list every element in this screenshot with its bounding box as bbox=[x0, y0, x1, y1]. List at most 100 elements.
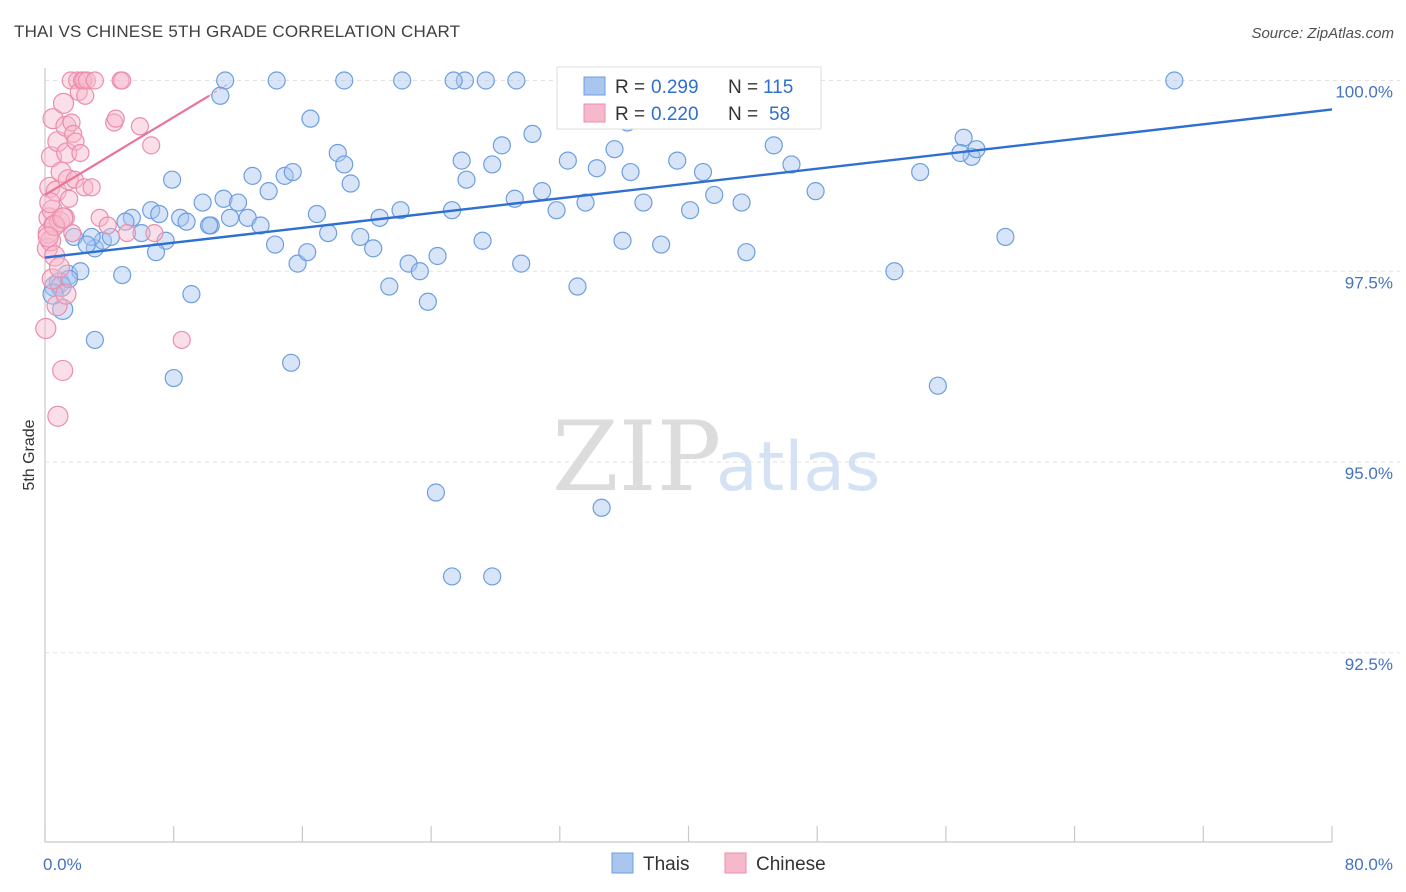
x-tick-label-0: 0.0% bbox=[43, 855, 82, 874]
chinese-point-39 bbox=[98, 216, 117, 235]
chinese-point-43 bbox=[113, 71, 132, 90]
thai-point-85 bbox=[507, 71, 526, 90]
chinese-point-46 bbox=[142, 136, 161, 155]
legend-chinese-r-value: 0.220 bbox=[651, 104, 699, 125]
thai-point-103 bbox=[282, 353, 301, 372]
thai-point-50 bbox=[473, 231, 492, 250]
chinese-point-27 bbox=[66, 132, 85, 151]
thai-point-26 bbox=[251, 216, 270, 235]
chinese-point-55 bbox=[37, 226, 59, 248]
chinese-point-17 bbox=[52, 92, 75, 114]
thai-point-70 bbox=[705, 185, 724, 205]
thai-point-13 bbox=[150, 204, 169, 224]
thai-trend-line bbox=[44, 108, 1333, 259]
chinese-point-4 bbox=[39, 176, 61, 198]
thai-point-73 bbox=[764, 136, 783, 155]
thai-point-110 bbox=[1165, 71, 1184, 90]
thai-point-75 bbox=[806, 182, 825, 201]
thai-point-35 bbox=[328, 143, 347, 163]
thai-point-42 bbox=[391, 201, 410, 220]
chinese-point-56 bbox=[63, 224, 82, 243]
axes bbox=[44, 68, 1333, 843]
thai-point-48 bbox=[452, 151, 471, 170]
thai-point-90 bbox=[335, 71, 354, 90]
chinese-point-34 bbox=[76, 86, 95, 105]
thai-point-45 bbox=[418, 292, 437, 311]
thai-point-57 bbox=[547, 201, 566, 220]
thai-point-66 bbox=[652, 235, 671, 254]
thai-point-49 bbox=[457, 170, 476, 189]
legend-chinese-r-label: R = bbox=[615, 104, 645, 125]
bottom-legend: Thais Chinese bbox=[611, 852, 826, 875]
bottom-legend-chinese: Chinese bbox=[756, 854, 826, 875]
thai-point-44 bbox=[410, 262, 429, 281]
bottom-legend-swatch-thai bbox=[611, 852, 634, 874]
source-label: Source: ZipAtlas.com bbox=[1251, 25, 1394, 42]
thai-point-21 bbox=[214, 189, 233, 208]
chart-title: THAI VS CHINESE 5TH GRADE CORRELATION CH… bbox=[14, 22, 461, 41]
chinese-trend-line-extension bbox=[208, 82, 231, 97]
bottom-legend-swatch-chinese bbox=[724, 852, 747, 874]
chinese-point-48 bbox=[47, 405, 69, 427]
chinese-point-57 bbox=[48, 256, 71, 279]
thai-point-108 bbox=[885, 262, 904, 281]
thai-point-30 bbox=[283, 162, 302, 182]
thai-point-59 bbox=[568, 277, 587, 296]
chinese-point-49 bbox=[55, 283, 77, 305]
thai-point-94 bbox=[211, 86, 230, 105]
chinese-point-36 bbox=[82, 178, 101, 197]
thai-point-54 bbox=[512, 254, 531, 273]
chinese-point-50 bbox=[41, 268, 63, 290]
thai-point-107 bbox=[592, 498, 611, 517]
thai-point-91 bbox=[301, 109, 320, 128]
thai-point-92 bbox=[267, 71, 286, 90]
thai-point-64 bbox=[621, 162, 640, 182]
legend-chinese-n-value: 58 bbox=[769, 104, 790, 125]
grid-lines bbox=[45, 80, 1400, 654]
thai-point-17 bbox=[177, 212, 196, 231]
chinese-point-44 bbox=[117, 224, 137, 243]
thai-point-112 bbox=[42, 283, 64, 305]
thai-point-68 bbox=[681, 201, 700, 220]
thai-point-25 bbox=[243, 166, 262, 185]
chinese-point-33 bbox=[75, 178, 94, 197]
legend-thai-n-value: 115 bbox=[763, 77, 793, 98]
chinese-points bbox=[35, 71, 191, 427]
y-tick-label-0: 92.5% bbox=[1345, 655, 1393, 674]
thai-point-22 bbox=[220, 208, 240, 227]
chinese-point-45 bbox=[130, 117, 150, 136]
chinese-point-47 bbox=[145, 224, 164, 243]
thai-point-9 bbox=[113, 265, 132, 285]
thai-point-74 bbox=[782, 155, 801, 174]
thai-point-104 bbox=[426, 483, 446, 502]
thai-point-88 bbox=[444, 71, 463, 90]
chinese-point-22 bbox=[60, 189, 79, 208]
watermark: ZIP atlas bbox=[552, 401, 880, 513]
thai-point-95 bbox=[199, 216, 219, 235]
chinese-point-24 bbox=[62, 113, 81, 132]
watermark-zip: ZIP bbox=[552, 401, 721, 513]
thai-point-46 bbox=[428, 246, 447, 266]
chinese-point-52 bbox=[172, 330, 191, 350]
thai-point-11 bbox=[132, 224, 151, 243]
chinese-point-41 bbox=[106, 109, 125, 128]
chinese-trend-line bbox=[44, 94, 210, 196]
y-tick-labels: 92.5% 95.0% 97.5% 100.0% bbox=[1335, 83, 1393, 674]
thai-point-101 bbox=[77, 235, 96, 254]
thai-points bbox=[42, 71, 1184, 586]
thai-point-58 bbox=[558, 151, 577, 170]
chinese-point-30 bbox=[71, 143, 90, 163]
thai-point-34 bbox=[319, 224, 338, 243]
thai-point-86 bbox=[476, 71, 495, 90]
legend-thai-r-label: R = bbox=[615, 77, 645, 98]
watermark-atlas: atlas bbox=[716, 428, 880, 507]
thai-point-76 bbox=[911, 162, 930, 182]
legend-chinese-n-label: N = bbox=[728, 104, 758, 125]
thai-point-60 bbox=[576, 193, 595, 212]
x-tick-labels: 0.0% 80.0% bbox=[43, 855, 1393, 874]
thai-point-105 bbox=[442, 567, 462, 586]
legend-swatch-thai bbox=[583, 76, 606, 96]
legend-thai-n-label: N = bbox=[728, 77, 758, 98]
chinese-point-53 bbox=[44, 214, 66, 237]
